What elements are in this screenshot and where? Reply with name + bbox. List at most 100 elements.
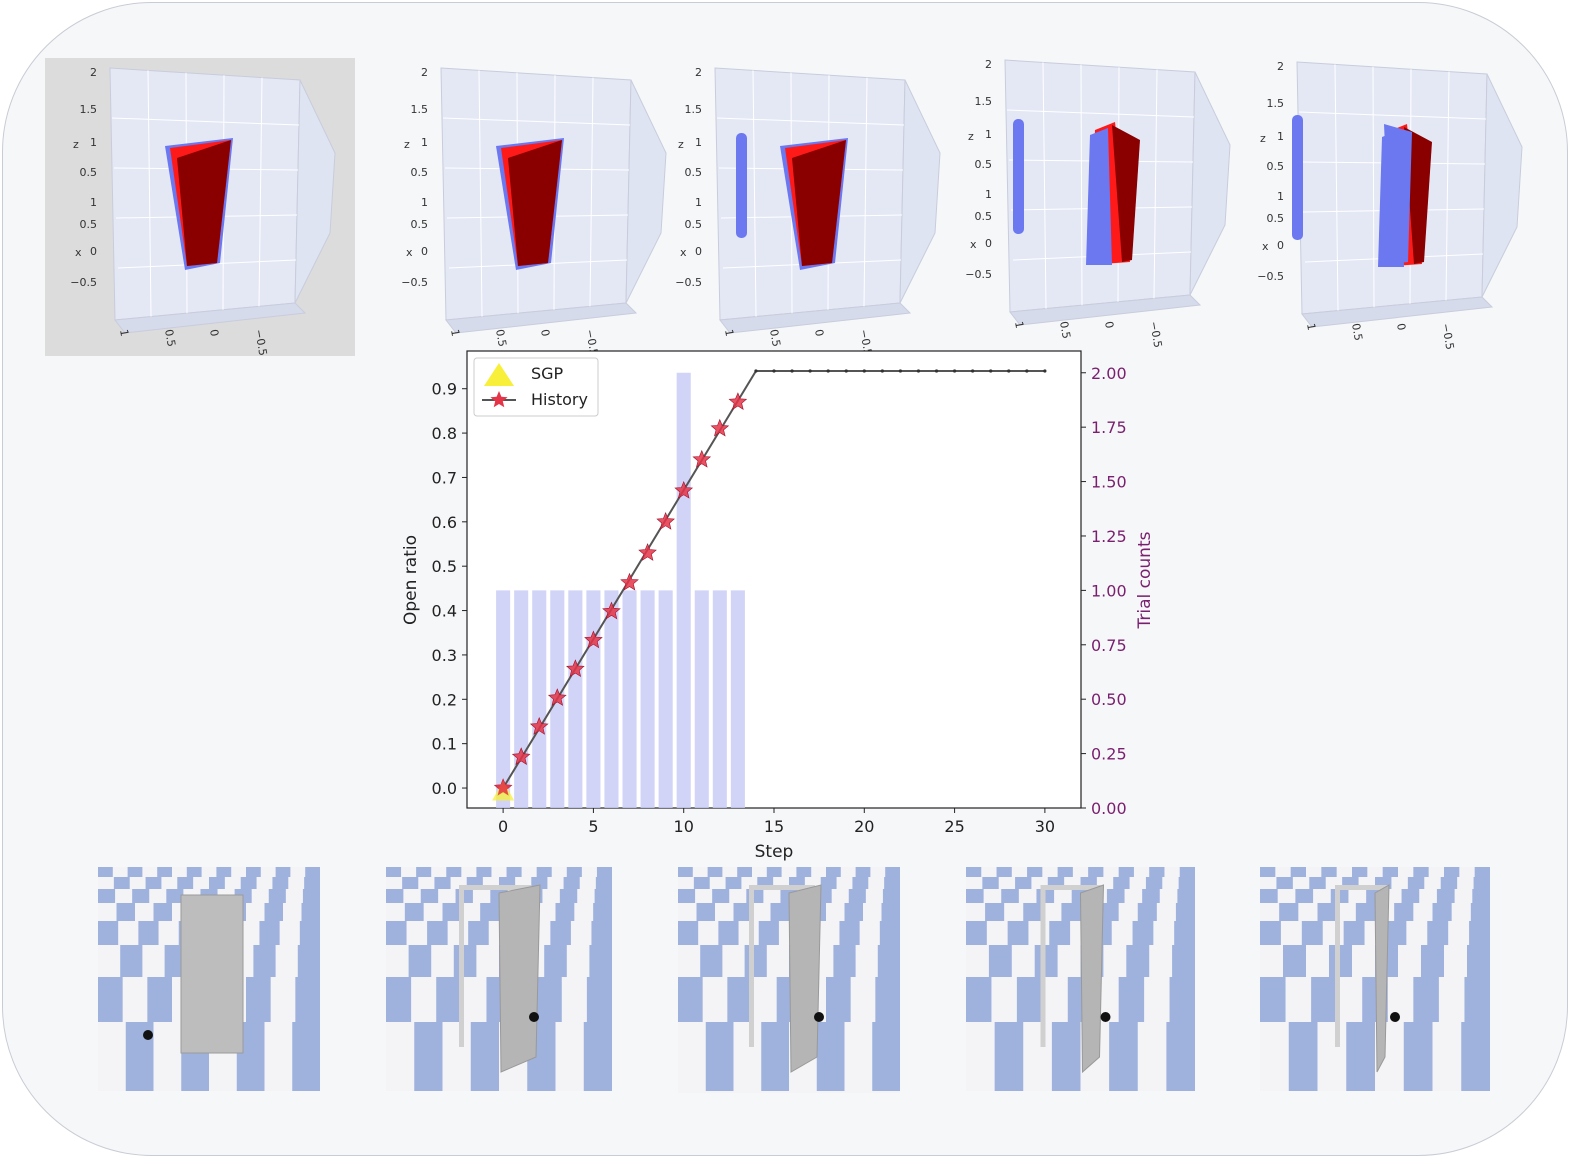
floor-tile	[596, 867, 612, 877]
floor-tile	[240, 877, 257, 889]
pc-z-tick: 0	[421, 245, 428, 258]
floor-tile	[884, 877, 900, 889]
floor-tile	[839, 921, 860, 945]
floor-tile	[470, 1022, 499, 1091]
x-tick-label: 20	[854, 817, 874, 836]
pc-z-tick: −0.5	[965, 268, 992, 281]
floor-tile	[436, 977, 462, 1022]
side-pane	[625, 79, 667, 304]
floor-tile	[1007, 921, 1029, 945]
floor-tile	[875, 977, 900, 1022]
trajectory-line	[502, 369, 1045, 789]
pc-z-tick: 2	[985, 58, 992, 71]
pc-bottom-tick: −0.5	[252, 328, 269, 357]
pc-frame-points	[1013, 119, 1024, 234]
floor-tile	[116, 903, 135, 921]
history-marker	[584, 630, 603, 649]
floor-tile	[536, 977, 562, 1022]
pc-z-tick: 0.5	[1267, 212, 1285, 225]
floor-tile	[589, 945, 612, 977]
floor-tile	[386, 921, 407, 945]
floor-tile	[1132, 921, 1154, 945]
floor-tile	[386, 867, 402, 877]
pc-z-tick: −0.5	[1257, 270, 1284, 283]
trial-count-bar	[496, 590, 511, 808]
floor-tile	[1051, 1022, 1081, 1091]
floor-tile	[1034, 945, 1058, 977]
pc-bottom-tick: −0.5	[857, 328, 874, 357]
floor-tile	[985, 903, 1005, 921]
floor-tile	[1276, 877, 1293, 889]
y-tick-label: 0.1	[432, 735, 457, 754]
history-marker	[602, 601, 621, 620]
floor-tile	[848, 889, 866, 903]
floor-tile	[1016, 977, 1043, 1022]
floor-pane	[114, 302, 307, 334]
pc-axis-x: x	[406, 246, 413, 259]
trajectory-point	[826, 369, 830, 373]
side-pane	[899, 79, 941, 304]
floor-tile	[253, 945, 276, 977]
gripper-object	[814, 1012, 824, 1022]
grid-line	[1042, 62, 1047, 309]
pc-z-tick: 1	[985, 128, 992, 141]
floor-tile	[536, 867, 552, 877]
history-marker	[656, 512, 675, 530]
trial-count-bar	[730, 590, 745, 808]
floor-tile	[157, 867, 172, 877]
floor-tile	[746, 889, 764, 903]
floor-tile	[209, 877, 225, 889]
pc-axis-z: z	[1260, 132, 1266, 145]
floor-pane	[1301, 296, 1494, 328]
pc-z-tick: 2	[695, 66, 702, 79]
pc-z-tick: 0.5	[80, 218, 98, 231]
floor-tile	[127, 867, 143, 877]
floor-tile	[1317, 903, 1337, 921]
history-marker	[511, 747, 531, 765]
floor-tile	[1099, 903, 1119, 921]
floor-tile	[304, 877, 320, 889]
floor-tile	[1436, 889, 1455, 903]
floor-tile	[246, 867, 261, 877]
floor-tile	[1175, 903, 1195, 921]
floor-tile	[1343, 921, 1365, 945]
floor-tile	[1057, 867, 1073, 877]
floor-tile	[1279, 903, 1299, 921]
floor-tile	[1413, 977, 1439, 1022]
floor-tile	[1174, 921, 1195, 945]
floor-pane	[445, 302, 638, 334]
floor-tile	[1023, 903, 1043, 921]
floor-tile	[872, 1022, 900, 1091]
pc-z-tick: 0.5	[411, 166, 429, 179]
pc-z-tick: 0.5	[80, 166, 98, 179]
history-marker	[620, 572, 639, 591]
floor-tile	[1001, 889, 1019, 903]
floor-tile	[1401, 889, 1420, 903]
floor-tile	[1145, 877, 1163, 889]
trial-count-bar	[658, 590, 673, 808]
door-frame-left	[749, 885, 754, 1047]
floor-tile	[113, 877, 130, 889]
pc-dark-points	[1112, 125, 1140, 262]
door-panel-open	[498, 884, 541, 1073]
floor-tile	[1461, 1022, 1490, 1091]
floor-tile	[1473, 877, 1490, 889]
pc-dark-points	[177, 140, 231, 266]
pc-bottom-tick: 0.5	[1057, 320, 1073, 339]
floor-tile	[744, 945, 767, 977]
door-frame-left	[459, 885, 464, 1047]
y2-tick-label: 1.75	[1091, 418, 1127, 437]
pointcloud-row: 2 1.5 1 0.5 1 0.5 0 −0.5 z x 1 0.5 0 −0.5 2 1.5 1 0.5 1 0.5…	[45, 58, 1523, 357]
floor-tile	[468, 921, 489, 945]
floor-tile	[852, 877, 869, 889]
pc-z-tick: 1	[695, 196, 702, 209]
floor-tile	[593, 903, 612, 921]
pc-z-tick: 0.5	[975, 210, 993, 223]
door-frame-top	[459, 885, 531, 890]
pointcloud-panel: 2 1.5 1 0.5 1 0.5 0 −0.5 z x 1 0.5 0 −0.5	[45, 58, 355, 357]
x-tick-label: 5	[588, 817, 598, 836]
floor-tile	[1346, 1022, 1375, 1091]
side-pane	[294, 79, 336, 304]
y2-tick-label: 0.00	[1091, 799, 1127, 818]
grid-line	[147, 70, 152, 317]
